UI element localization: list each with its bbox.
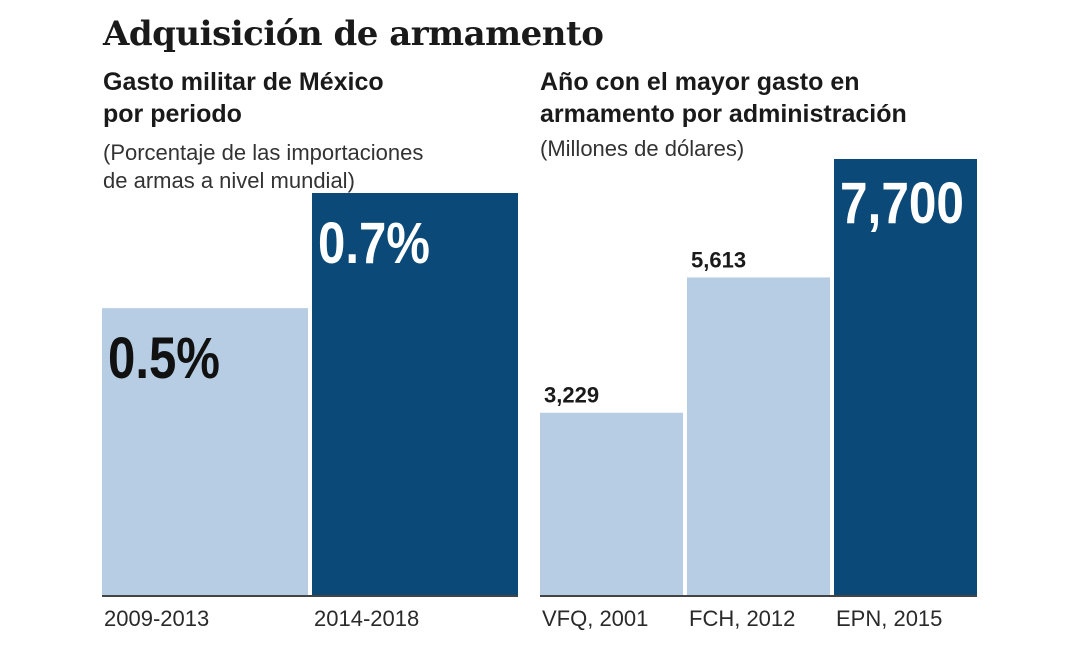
- left-chart-title-line1: Gasto militar de México: [103, 68, 384, 96]
- left-chart-note-line2: de armas a nivel mundial): [103, 168, 355, 193]
- left-bar-2: [312, 193, 518, 596]
- right-chart-title-line1: Año con el mayor gasto en: [540, 68, 860, 96]
- right-bar-1: [540, 412, 683, 596]
- right-bar-chart: 3,229 VFQ, 2001 5,613 FCH, 2012 7,700 EPN, 20…: [540, 159, 977, 631]
- left-chart-title-line2: por periodo: [103, 100, 242, 128]
- left-bar-1: [102, 308, 308, 596]
- right-bar-value-label-2: 5,613: [691, 247, 746, 272]
- left-chart-note-line1: (Porcentaje de las importaciones: [103, 140, 424, 165]
- right-category-label-3: EPN, 2015: [836, 606, 942, 631]
- right-bar-2: [687, 277, 830, 596]
- right-bar-value-label-1: 3,229: [544, 383, 599, 408]
- left-category-label-1: 2009-2013: [104, 606, 209, 631]
- left-bar-chart: 0.5% 2009-2013 0.7% 2014-2018: [102, 193, 518, 631]
- right-bar-3: [834, 159, 977, 596]
- left-category-label-2: 2014-2018: [314, 606, 419, 631]
- right-bar-value-label-3: 7,700: [840, 171, 964, 236]
- right-chart-note-line1: (Millones de dólares): [540, 136, 745, 161]
- right-category-label-2: FCH, 2012: [689, 606, 795, 631]
- right-category-label-1: VFQ, 2001: [542, 606, 648, 631]
- infographic-title: Adquisición de armamento: [103, 14, 604, 54]
- right-chart-title-line2: armamento por administración: [540, 100, 907, 128]
- left-bar-value-label-1: 0.5%: [108, 326, 220, 391]
- left-bar-value-label-2: 0.7%: [318, 211, 430, 276]
